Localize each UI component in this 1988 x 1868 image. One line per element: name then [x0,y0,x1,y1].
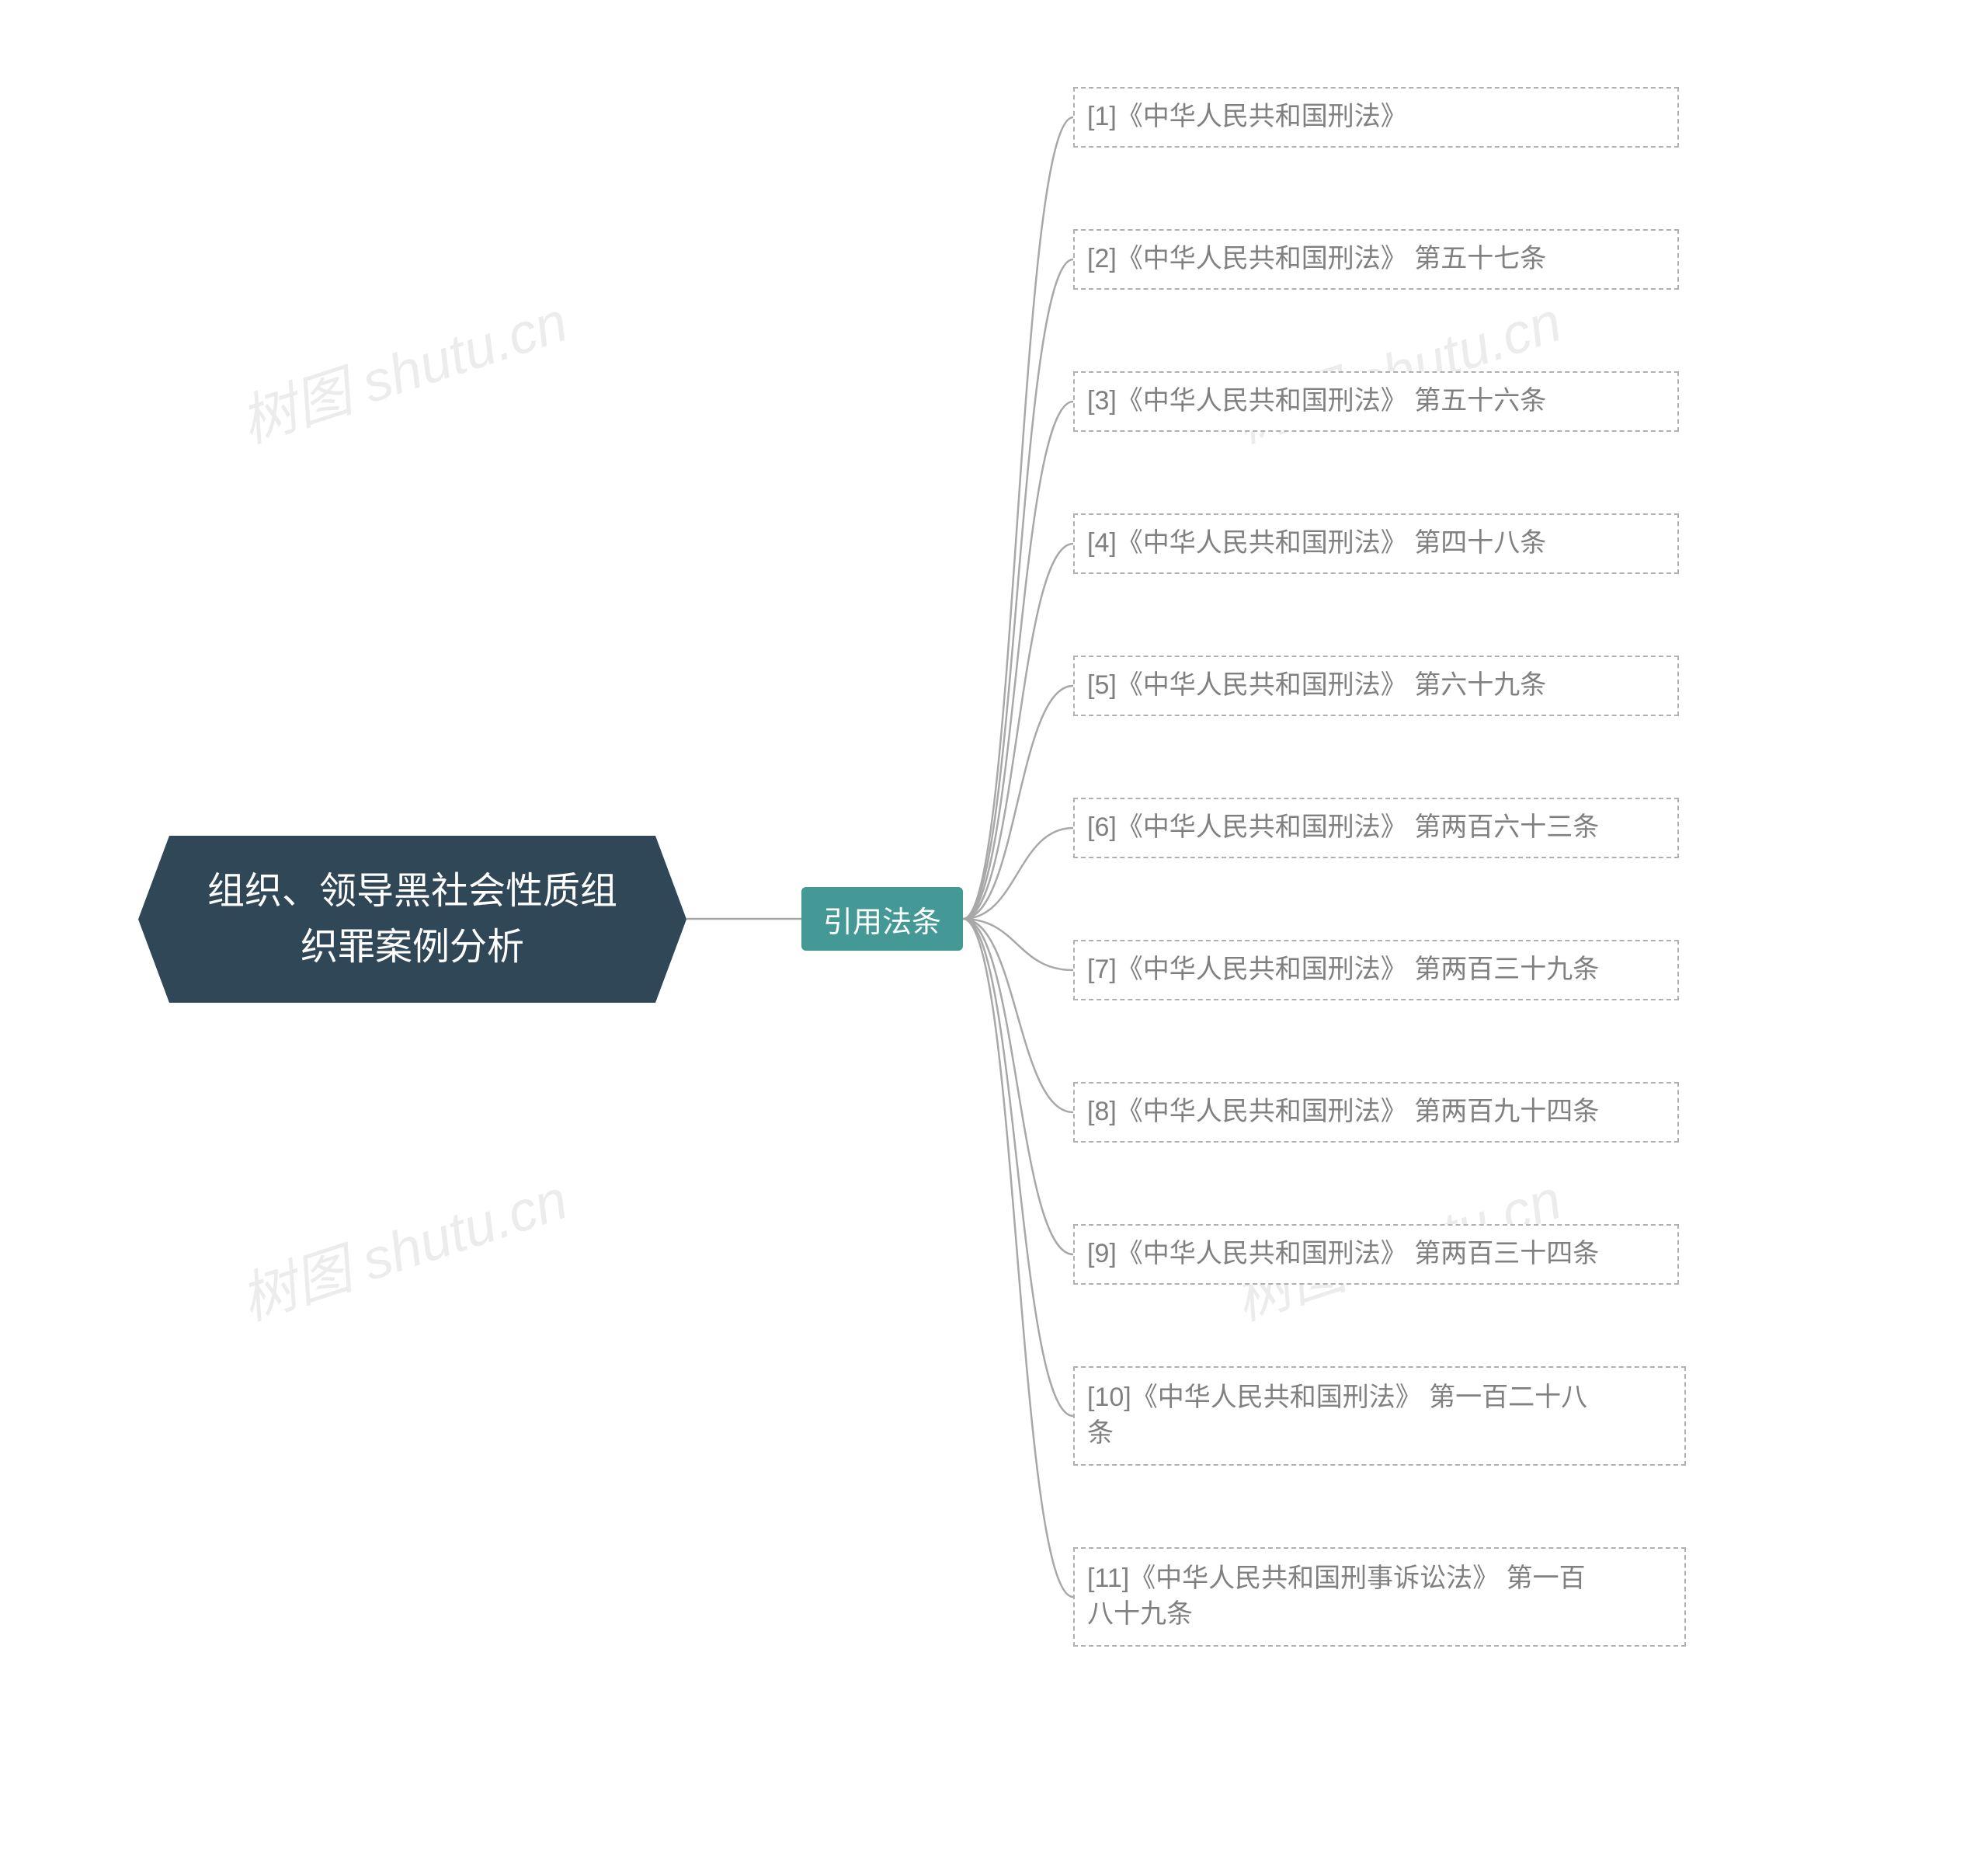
leaf-text: [8]《中华人民共和国刑法》 第两百九十四条 [1087,1094,1599,1130]
leaf-text-line2: 八十九条 [1087,1597,1193,1633]
leaf-node-3[interactable]: [3]《中华人民共和国刑法》 第五十六条 [1073,371,1679,432]
branch-label: 引用法条 [823,898,941,941]
leaf-text: [3]《中华人民共和国刑法》 第五十六条 [1087,384,1546,419]
leaf-node-6[interactable]: [6]《中华人民共和国刑法》 第两百六十三条 [1073,798,1679,858]
leaf-node-2[interactable]: [2]《中华人民共和国刑法》 第五十七条 [1073,229,1679,290]
leaf-text: [2]《中华人民共和国刑法》 第五十七条 [1087,242,1546,277]
watermark: 树图 shutu.cn [228,276,575,458]
leaf-node-4[interactable]: [4]《中华人民共和国刑法》 第四十八条 [1073,513,1679,574]
leaf-node-5[interactable]: [5]《中华人民共和国刑法》 第六十九条 [1073,656,1679,716]
leaf-node-10[interactable]: [10]《中华人民共和国刑法》 第一百二十八 条 [1073,1366,1686,1466]
leaf-text: [4]《中华人民共和国刑法》 第四十八条 [1087,526,1546,562]
root-node[interactable]: 组织、领导黑社会性质组 织罪案例分析 [138,836,686,1003]
leaf-text: [7]《中华人民共和国刑法》 第两百三十九条 [1087,952,1599,988]
leaf-node-1[interactable]: [1]《中华人民共和国刑法》 [1073,87,1679,148]
leaf-text: [6]《中华人民共和国刑法》 第两百六十三条 [1087,810,1599,846]
root-title-line2: 织罪案例分析 [301,920,524,976]
leaf-text-line1: [10]《中华人民共和国刑法》 第一百二十八 [1087,1380,1587,1416]
leaf-text: [1]《中华人民共和国刑法》 [1087,99,1407,135]
leaf-text: [5]《中华人民共和国刑法》 第六十九条 [1087,668,1546,704]
branch-node[interactable]: 引用法条 [801,887,963,951]
leaf-node-9[interactable]: [9]《中华人民共和国刑法》 第两百三十四条 [1073,1224,1679,1285]
leaf-text: [9]《中华人民共和国刑法》 第两百三十四条 [1087,1237,1599,1272]
leaf-node-8[interactable]: [8]《中华人民共和国刑法》 第两百九十四条 [1073,1082,1679,1143]
root-title-line1: 组织、领导黑社会性质组 [207,864,617,920]
leaf-text-line1: [11]《中华人民共和国刑事诉讼法》 第一百 [1087,1561,1586,1597]
watermark: 树图 shutu.cn [228,1153,575,1336]
leaf-node-7[interactable]: [7]《中华人民共和国刑法》 第两百三十九条 [1073,940,1679,1000]
leaf-text-line2: 条 [1087,1416,1114,1452]
leaf-node-11[interactable]: [11]《中华人民共和国刑事诉讼法》 第一百 八十九条 [1073,1547,1686,1647]
mindmap-canvas: 树图 shutu.cn 树图 shutu.cn 树图 shutu.cn 树图 s… [0,0,1988,1868]
